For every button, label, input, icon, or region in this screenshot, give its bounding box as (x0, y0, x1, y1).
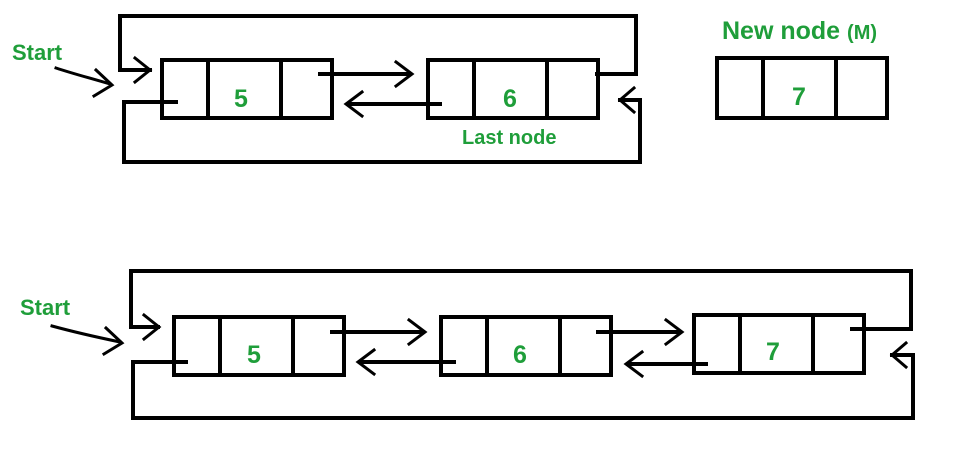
bottom-prev-arrowhead-7-6 (623, 349, 645, 379)
bottom-start-arrowhead-loop (141, 312, 162, 342)
new-node-title-text: New node (722, 17, 841, 45)
top-node-5-box (160, 58, 334, 120)
bottom-prev-arrowhead-6-5 (355, 347, 377, 377)
new-node-value: 7 (792, 83, 806, 111)
bottom-prev-arrowhead-loop (889, 340, 909, 370)
bottom-node-7-box (692, 313, 866, 375)
top-start-label: Start (12, 40, 63, 65)
new-node-title-suffix: (M) (847, 22, 878, 44)
bottom-node-5 (172, 315, 346, 377)
bottom-node-6-value: 6 (513, 341, 527, 369)
new-node-box (715, 56, 889, 120)
top-node-5-value: 5 (234, 85, 248, 113)
top-start-arrowhead (91, 67, 115, 99)
new-node (715, 56, 889, 120)
bottom-node-6-box (439, 315, 613, 377)
bottom-outer-next-loop (129, 269, 913, 331)
bottom-diagram (50, 269, 915, 420)
bottom-node-7 (692, 313, 866, 375)
bottom-start-arrowhead (101, 325, 125, 357)
new-node-title: New node (M) (722, 19, 877, 44)
last-node-label: Last node (462, 127, 557, 149)
bottom-next-arrowhead-5-6 (406, 317, 428, 347)
bottom-next-arrowhead-6-7 (663, 317, 685, 347)
top-node-6-value: 6 (503, 85, 517, 113)
bottom-start-arrow (50, 324, 122, 344)
bottom-start-label: Start (20, 295, 71, 320)
bottom-node-5-box (172, 315, 346, 377)
top-node-6 (426, 58, 600, 120)
top-start-arrow (54, 66, 112, 86)
bottom-node-7-value: 7 (766, 338, 780, 366)
top-outer-next-loop (118, 14, 638, 76)
top-node-6-box (426, 58, 600, 120)
top-prev-arrowhead-6-5 (343, 89, 365, 119)
bottom-node-6 (439, 315, 613, 377)
top-prev-arrowhead-loop (617, 85, 637, 115)
bottom-outer-prev-loop (131, 353, 915, 420)
top-start-arrowhead-loop (132, 55, 153, 85)
bottom-node-5-value: 5 (247, 341, 261, 369)
top-diagram (54, 14, 642, 164)
top-outer-prev-loop (122, 98, 642, 164)
top-node-5 (160, 58, 334, 120)
top-next-arrowhead-5-6 (393, 59, 415, 89)
